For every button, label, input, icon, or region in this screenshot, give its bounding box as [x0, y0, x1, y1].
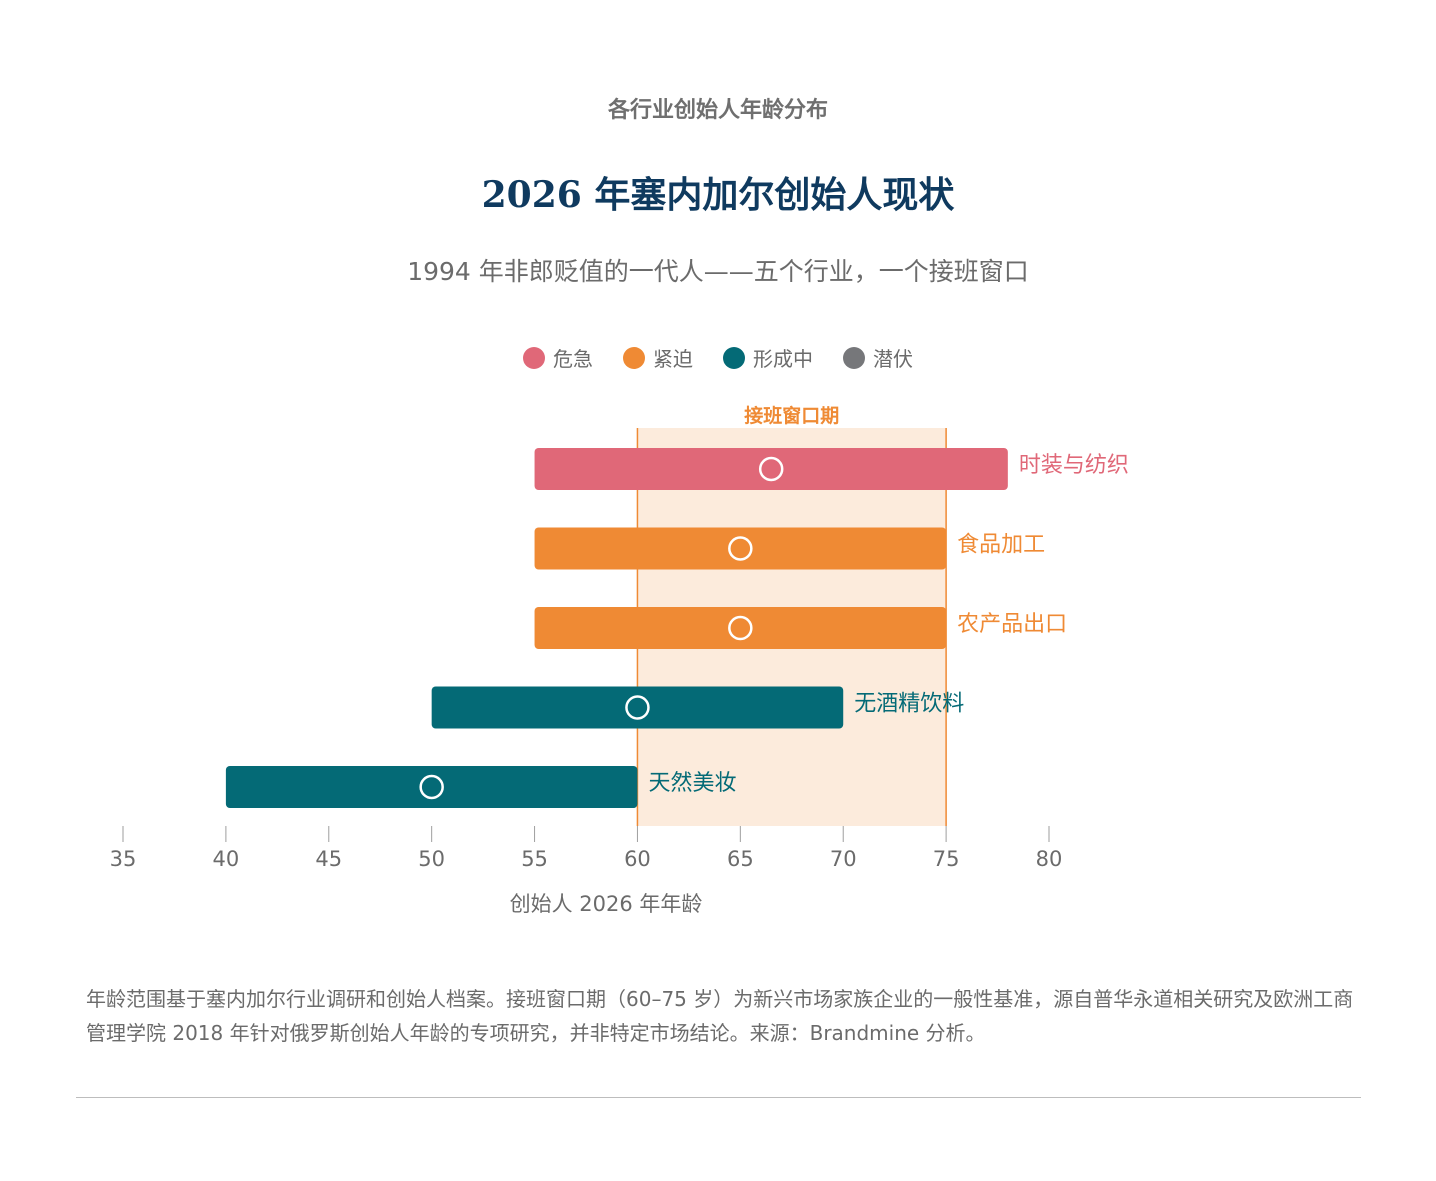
- x-tick-label: 55: [521, 847, 548, 871]
- x-tick-label: 65: [727, 847, 754, 871]
- median-marker: [625, 695, 650, 720]
- legend-item-urgent: 紧迫: [623, 343, 693, 372]
- median-marker: [758, 456, 784, 482]
- range-bar: [225, 766, 638, 808]
- succession-window-label: 接班窗口期: [744, 404, 839, 427]
- legend-label: 危急: [553, 347, 593, 371]
- legend: 危急 紧迫 形成中 潜伏: [0, 343, 1436, 372]
- bar-label: 农产品出口: [957, 612, 1067, 637]
- bar-label: 食品加工: [957, 533, 1045, 558]
- legend-swatch: [523, 346, 545, 369]
- chart-kicker: 各行业创始人年龄分布: [607, 98, 828, 123]
- x-axis-label: 创始人 2026 年年龄: [510, 892, 703, 916]
- range-bar: [431, 686, 844, 729]
- range-bar: [534, 448, 1008, 490]
- legend-label: 形成中: [753, 347, 813, 371]
- chart-subtitle: 1994 年非郎贬值的一代人——五个行业，一个接班窗口: [407, 257, 1029, 286]
- bar-label: 时装与纺织: [1019, 453, 1129, 478]
- x-tick-label: 75: [933, 847, 960, 871]
- legend-label: 紧迫: [653, 347, 693, 371]
- bar-label: 无酒精饮料: [854, 692, 964, 717]
- footnote: 年龄范围基于塞内加尔行业调研和创始人档案。接班窗口期（60–75 岁）为新兴市场…: [86, 987, 1354, 1045]
- legend-swatch: [843, 346, 865, 369]
- range-bar: [534, 607, 947, 649]
- x-tick-label: 45: [315, 847, 342, 871]
- median-marker: [728, 615, 753, 641]
- x-tick-label: 50: [418, 847, 445, 871]
- bar-label: 天然美妆: [648, 771, 736, 796]
- x-tick-label: 80: [1036, 847, 1063, 871]
- legend-item-critical: 危急: [523, 343, 593, 372]
- legend-label: 潜伏: [873, 347, 913, 371]
- legend-item-forming: 形成中: [723, 343, 813, 372]
- legend-item-latent: 潜伏: [843, 343, 913, 372]
- median-marker: [419, 774, 444, 800]
- x-tick-label: 35: [110, 847, 137, 871]
- x-tick-label: 40: [213, 847, 240, 871]
- divider: [76, 1097, 1361, 1098]
- legend-swatch: [623, 346, 645, 369]
- x-tick-label: 70: [830, 847, 857, 871]
- x-tick-label: 60: [624, 847, 651, 871]
- legend-swatch: [723, 346, 745, 369]
- median-marker: [728, 536, 753, 561]
- chart-title: 2026 年塞内加尔创始人现状: [481, 174, 955, 216]
- range-bar: [534, 527, 947, 570]
